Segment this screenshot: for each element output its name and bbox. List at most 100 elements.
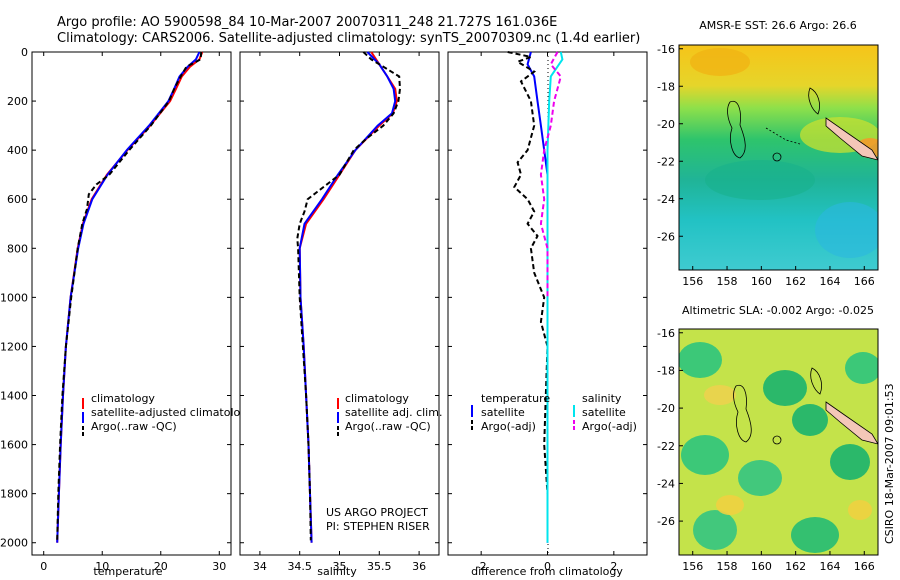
lat-tick-label: -24 — [657, 193, 675, 206]
x-tick-label: -2 — [476, 560, 487, 573]
sla-low-patch — [792, 404, 828, 436]
lon-tick-label: 162 — [785, 275, 806, 288]
x-tick-label: 34.5 — [287, 560, 312, 573]
lon-tick-label: 158 — [717, 560, 738, 573]
sla-low-patch — [845, 352, 878, 384]
temperature-xlabel: temperature — [93, 565, 162, 578]
pi-annotation: PI: STEPHEN RISER — [326, 520, 430, 533]
reef-contour — [772, 152, 782, 162]
series-line-argo-raw-qc- — [56, 51, 203, 541]
x-tick-label: 36 — [412, 560, 426, 573]
csiro-timestamp: CSIRO 18-Mar-2007 09:01:53 — [883, 383, 896, 544]
reef-contour — [733, 384, 752, 443]
depth-tick-label: 0 — [21, 46, 28, 59]
salinity-ticks: 34 34.5 35 35.5 36 — [240, 51, 439, 573]
depth-tick-label: 200 — [7, 95, 28, 108]
lon-tick-label: 156 — [682, 275, 703, 288]
reef-contour — [727, 100, 746, 159]
x-tick-label: 34 — [253, 560, 267, 573]
lon-tick-label: 164 — [819, 275, 840, 288]
lon-tick-label: 166 — [854, 275, 875, 288]
legend-label-climatology: climatology — [91, 392, 155, 405]
lat-tick-label: -18 — [657, 80, 675, 93]
lon-tick-label: 166 — [854, 560, 875, 573]
lon-tick-label: 158 — [717, 275, 738, 288]
header-line-1: Argo profile: AO 5900598_84 10-Mar-2007 … — [57, 15, 557, 30]
salinity-panel: 34 34.5 35 35.5 36 climatology satellite adj… — [239, 51, 442, 578]
sla-low-patch — [763, 370, 807, 406]
difference-lines — [507, 51, 564, 543]
difference-panel: -2 0 2 temperature satellite Argo(-adj) sa… — [447, 51, 648, 578]
x-tick-label: 0 — [544, 560, 551, 573]
temperature-lines — [56, 51, 204, 543]
sst-map-panel: AMSR-E SST: 26.6 Argo: 26.6 156 158 160 162… — [657, 19, 879, 288]
x-tick-label: 35 — [333, 560, 347, 573]
sst-map-title: AMSR-E SST: 26.6 Argo: 26.6 — [699, 19, 857, 32]
legend-label-argo: Argo(..raw -QC) — [91, 420, 177, 433]
temperature-axes-box — [31, 51, 232, 556]
legend-label-argo: Argo(..raw -QC) — [345, 420, 431, 433]
new-caledonia-landmass — [825, 117, 878, 161]
sla-high-patch — [704, 385, 736, 405]
lat-tick-label: -18 — [657, 364, 675, 377]
lon-tick-label: 160 — [751, 560, 772, 573]
new-caledonia-landmass — [825, 401, 878, 445]
header-line-2: Climatology: CARS2006. Satellite-adjuste… — [57, 31, 640, 46]
series-line-argo-raw-qc- — [296, 51, 402, 541]
depth-tick-label: 400 — [7, 144, 28, 157]
legend-title-temperature: temperature — [481, 392, 550, 405]
lon-tick-label: 164 — [819, 560, 840, 573]
depth-tick-label: 800 — [7, 242, 28, 255]
depth-tick-label: 1400 — [0, 390, 28, 403]
reef-contour — [810, 367, 822, 395]
lat-tick-label: -26 — [657, 230, 675, 243]
x-tick-label: 30 — [212, 560, 226, 573]
salinity-lines — [296, 51, 402, 543]
depth-tick-label: 1200 — [0, 340, 28, 353]
salinity-legend: climatology satellite adj. clim. Argo(..… — [337, 392, 442, 437]
x-tick-label: 10 — [95, 560, 109, 573]
sst-cool-patch — [815, 202, 878, 258]
x-tick-label: 20 — [154, 560, 168, 573]
sla-low-patch — [679, 342, 722, 378]
sst-cool-patch — [705, 160, 815, 200]
difference-ticks: -2 0 2 — [448, 51, 647, 573]
lat-tick-label: -16 — [657, 327, 675, 340]
lat-tick-label: -16 — [657, 43, 675, 56]
sla-low-patch — [681, 435, 729, 475]
sla-low-patch — [791, 517, 839, 553]
reef-contour — [765, 127, 801, 145]
x-tick-label: 2 — [610, 560, 617, 573]
sla-high-patch — [716, 495, 744, 515]
series-line-salinity-argo-adj- — [539, 51, 562, 298]
temperature-panel: 0 10 20 30 0 200 400 600 800 1000 1200 1400 1600 1800… — [0, 46, 254, 578]
depth-tick-label: 600 — [7, 193, 28, 206]
lat-tick-label: -26 — [657, 515, 675, 528]
lat-tick-label: -24 — [657, 477, 675, 490]
sla-high-patch — [848, 500, 872, 520]
lat-tick-label: -20 — [657, 402, 675, 415]
difference-xlabel: difference from climatology — [471, 565, 623, 578]
sla-map-panel: Altimetric SLA: -0.002 Argo: -0.025 156 1… — [657, 304, 879, 573]
legend-label-climatology: climatology — [345, 392, 409, 405]
sla-low-patch — [693, 510, 737, 550]
series-line-salinity-satellite — [546, 51, 564, 543]
legend-label-sal-argo: Argo(-adj) — [582, 420, 637, 433]
sst-map-frame — [678, 44, 879, 271]
difference-legend: temperature satellite Argo(-adj) salinit… — [471, 392, 637, 433]
legend-label-satellite: satellite adj. clim. — [345, 406, 442, 419]
legend-label-temp-argo: Argo(-adj) — [481, 420, 536, 433]
sla-low-patch — [830, 444, 870, 480]
depth-tick-label: 1000 — [0, 291, 28, 304]
lon-tick-label: 160 — [751, 275, 772, 288]
temperature-ticks: 0 10 20 30 0 200 400 600 800 1000 1200 1400 1600 1800… — [0, 46, 231, 573]
sla-map-title: Altimetric SLA: -0.002 Argo: -0.025 — [682, 304, 874, 317]
salinity-axes-box — [239, 51, 440, 556]
sla-map-ticks: 156 158 160 162 164 166 -16 -18 -20 -22 -24 -26 — [657, 327, 875, 573]
reef-contour — [808, 87, 820, 115]
depth-tick-label: 2000 — [0, 537, 28, 550]
salinity-xlabel: salinity — [317, 565, 357, 578]
x-tick-label: 0 — [40, 560, 47, 573]
reef-contour — [772, 435, 782, 445]
